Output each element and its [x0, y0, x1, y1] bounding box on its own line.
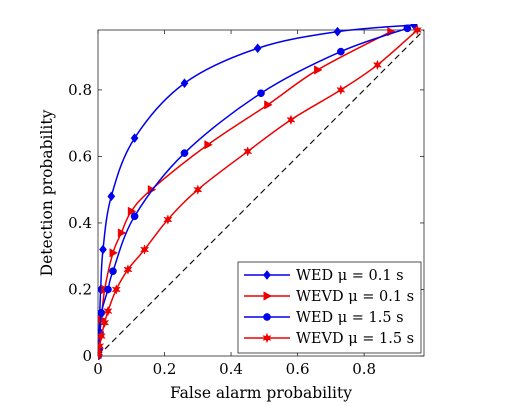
series-3-point: [163, 214, 173, 225]
series-3-point: [286, 114, 296, 126]
series-3-point: [100, 317, 110, 329]
series-3-point: [98, 340, 105, 352]
series-1-point: [117, 228, 127, 238]
legend-marker-3: [262, 332, 272, 344]
series-3-point: [103, 305, 113, 317]
y-tick-label: 0.2: [68, 280, 92, 298]
legend-marker-0: [263, 270, 271, 280]
series-0-point: [130, 133, 139, 144]
chance-diagonal-line: [98, 29, 425, 357]
series-3: [98, 24, 422, 360]
series-2-point: [109, 267, 117, 276]
legend: WED μ = 0.1 s WEVD μ = 0.1 s WED μ = 1.5 s…: [237, 261, 422, 354]
series-3-point: [193, 184, 203, 195]
legend-label-1: WEVD μ = 0.1 s: [296, 289, 414, 305]
y-tick-label: 0: [82, 347, 92, 365]
series-2-point: [336, 47, 345, 56]
series-3-point: [243, 146, 253, 157]
x-tick-label: 0.6: [286, 360, 310, 378]
data-layer: [98, 24, 425, 360]
y-tick-label: 0.6: [68, 147, 92, 165]
legend-label-2: WED μ = 1.5 s: [296, 310, 404, 326]
series-0-point: [107, 191, 116, 202]
series-3-point: [412, 24, 422, 36]
x-tick-label: 0.2: [153, 360, 177, 378]
y-tick-label: 0.4: [68, 214, 92, 232]
series-0-point: [180, 78, 189, 89]
series-line-3: [98, 29, 418, 357]
legend-marker-2: [263, 313, 271, 321]
y-tick-label: 0.8: [68, 81, 92, 99]
series-1-point: [109, 248, 118, 258]
series-3-point: [336, 84, 346, 96]
series-0-point: [253, 43, 262, 54]
series-3-point: [98, 330, 106, 342]
legend-marker-1: [263, 291, 273, 301]
y-axis-label: Detection probability: [38, 109, 56, 276]
series-2-point: [403, 24, 412, 33]
series-3-point: [139, 244, 150, 255]
series-3-point: [372, 59, 383, 71]
x-tick-label: 0: [93, 360, 103, 378]
series-2-point: [257, 89, 265, 98]
series-2-point: [180, 149, 189, 157]
x-tick-label: 0.8: [352, 360, 376, 378]
series-2-point: [130, 212, 139, 221]
series-2-point: [98, 308, 106, 317]
series-1-point: [127, 206, 137, 216]
series-2-point: [104, 285, 112, 294]
series-3-point: [111, 284, 121, 295]
x-axis-label: False alarm probability: [170, 384, 352, 402]
series-3-point: [98, 347, 104, 358]
legend-label-0: WED μ = 0.1 s: [296, 268, 404, 284]
series-0-point: [333, 26, 342, 37]
series-1-point: [204, 140, 213, 150]
series-1-point: [314, 65, 323, 75]
series-0-point: [99, 244, 107, 255]
x-tick-label: 0.4: [219, 360, 243, 378]
series-3-point: [98, 350, 103, 360]
series-0-point: [410, 24, 418, 30]
legend-label-3: WEVD μ = 1.5 s: [296, 331, 414, 347]
series-1-point: [264, 100, 273, 110]
series-3-point: [123, 264, 133, 275]
